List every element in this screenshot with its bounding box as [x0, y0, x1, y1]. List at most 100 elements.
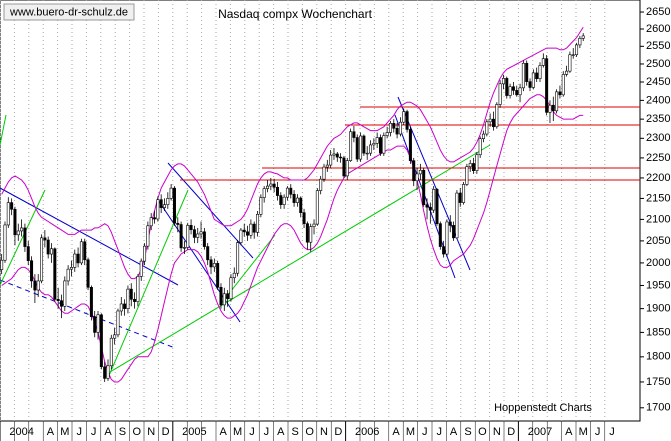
candle-body	[369, 144, 373, 154]
candle-body	[133, 299, 137, 302]
candle-body	[558, 91, 562, 96]
candle-body	[206, 246, 210, 261]
candle-body	[43, 237, 47, 241]
x-tick-label: 2004	[9, 426, 33, 438]
candle-body	[405, 111, 409, 130]
x-tick-label: J	[595, 426, 601, 438]
bollinger-band	[1, 27, 584, 280]
candle-body	[458, 192, 462, 203]
marks	[0, 27, 585, 383]
candle-body	[89, 287, 93, 317]
candle-body	[345, 160, 349, 177]
x-tick-label: O	[133, 426, 142, 438]
candle-body	[46, 239, 50, 255]
candle-body	[66, 268, 70, 282]
y-tick-label: 2100	[646, 213, 670, 225]
x-tick-label: J	[609, 426, 615, 438]
x-tick-label: M	[579, 426, 588, 438]
candle-body	[252, 223, 256, 233]
candle-body	[93, 316, 97, 333]
candle-body	[103, 366, 107, 379]
candle-body	[289, 187, 293, 195]
candle-body	[352, 131, 356, 138]
x-tick-label: J	[91, 426, 97, 438]
candle-body	[452, 225, 456, 239]
y-tick-label: 2000	[646, 257, 670, 269]
candle-body	[448, 221, 452, 226]
x-tick-label: S	[119, 426, 126, 438]
candle-body	[176, 222, 180, 225]
candle-body	[505, 78, 509, 96]
candle-body	[422, 169, 426, 205]
candle-body	[166, 198, 170, 205]
candle-body	[33, 280, 37, 291]
candle-body	[465, 166, 469, 185]
source: Hoppenstedt Charts	[494, 402, 592, 414]
y-tick-label: 1750	[646, 376, 670, 388]
candle-body	[20, 227, 24, 232]
candle-body	[425, 204, 429, 208]
x-tick-label: A	[220, 426, 228, 438]
candle-body	[575, 44, 579, 56]
candle-body	[3, 224, 7, 261]
candle-body	[432, 189, 436, 211]
candle-body	[196, 233, 200, 238]
candle-body	[216, 263, 220, 288]
candle-body	[242, 229, 246, 233]
candle-body	[442, 246, 446, 255]
candle-body	[515, 90, 519, 96]
candle-body	[26, 246, 30, 261]
candle-body	[485, 121, 489, 135]
candle-body	[538, 65, 542, 80]
candle-body	[136, 276, 140, 302]
candle-body	[402, 111, 406, 123]
candle-body	[96, 314, 100, 333]
x-tick-label: S	[292, 426, 299, 438]
candle-body	[408, 129, 412, 161]
candle-body	[99, 314, 103, 368]
x-tick-label: D	[507, 426, 515, 438]
candle-body	[478, 138, 482, 156]
candle-body	[382, 135, 386, 154]
candle-body	[162, 204, 166, 208]
candle-body	[143, 245, 147, 262]
candle-body	[295, 197, 299, 203]
candle-body	[302, 212, 306, 224]
candle-body	[272, 183, 276, 188]
candle-body	[76, 253, 80, 264]
candle-body	[365, 152, 369, 155]
candle-body	[259, 197, 263, 215]
candle-body	[153, 217, 157, 220]
x-tick-label: A	[104, 426, 112, 438]
candle-body	[169, 187, 173, 199]
candle-body	[116, 310, 120, 336]
y-tick-label: 2650	[646, 6, 670, 18]
x-tick-label: M	[233, 426, 242, 438]
candle-body	[179, 224, 183, 249]
x-tick-label: A	[565, 426, 573, 438]
candle-body	[10, 202, 14, 210]
x-tick-label: S	[464, 426, 471, 438]
candle-body	[521, 62, 525, 89]
candle-body	[106, 365, 110, 379]
candle-body	[209, 259, 213, 268]
candle-body	[325, 164, 329, 168]
y-tick-label: 1700	[646, 402, 670, 414]
y-tick-label: 2350	[646, 113, 670, 125]
candle-body	[232, 272, 236, 279]
candle-body	[156, 199, 160, 220]
candle-body	[212, 263, 216, 268]
candle-body	[30, 260, 34, 282]
candle-body	[79, 241, 83, 264]
x-tick-label: N	[147, 426, 155, 438]
candle-body	[508, 86, 512, 96]
y-tick-label: 2050	[646, 235, 670, 247]
candle-body	[123, 303, 127, 309]
candle-body	[40, 237, 44, 282]
x-tick-label: J	[422, 426, 428, 438]
candle-body	[113, 334, 117, 339]
trendline	[397, 96, 471, 271]
candle-body	[455, 192, 459, 239]
candle-body	[335, 153, 339, 158]
candle-body	[86, 259, 90, 288]
